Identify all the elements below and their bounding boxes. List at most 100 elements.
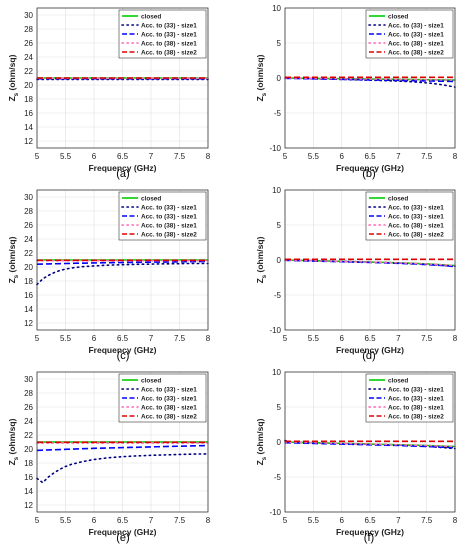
- x-tick-label: 6.5: [364, 152, 376, 161]
- y-label-unit: (ohm/sq): [255, 418, 265, 456]
- y-tick-label: 28: [24, 207, 33, 216]
- legend-label: Acc. to (33) - size1: [141, 396, 197, 403]
- chart-panel: 5 5.5 6 6.5 7 7.5 8 12 14 16 18 20 22 24 26 28 30 Frequen…: [7, 371, 211, 544]
- legend-label: Acc. to (33) - size1: [388, 396, 444, 403]
- chart-panel: 5 5.5 6 6.5 7 7.5 8 12 14 16 18 20 22 24 26 28 30 Frequen…: [7, 189, 211, 362]
- legend-label: Acc. to (38) - size1: [388, 223, 444, 230]
- y-tick-label: -10: [269, 508, 281, 517]
- x-tick-label: 8: [453, 334, 458, 343]
- chart-panel: 5 5.5 6 6.5 7 7.5 8 -10 -5 0 5 10 Frequency (GHz) Zs …: [255, 368, 458, 544]
- x-tick-label: 6.5: [364, 516, 376, 525]
- y-tick-label: 10: [272, 4, 281, 13]
- y-tick-label: 16: [24, 109, 33, 118]
- x-tick-label: 8: [453, 516, 458, 525]
- legend-label: Acc. to (33) - size1: [141, 214, 197, 221]
- y-label-main: Z: [7, 278, 17, 283]
- y-tick-label: 18: [24, 277, 33, 286]
- x-tick-label: 7: [396, 152, 401, 161]
- legend-label: closed: [141, 378, 161, 385]
- legend-label: Acc. to (38) - size2: [388, 232, 444, 239]
- y-tick-label: 22: [24, 431, 33, 440]
- y-tick-label: 20: [24, 81, 33, 90]
- legend: closed Acc. to (33) - size1 Acc. to (33) -…: [365, 9, 454, 59]
- y-label-subscript: s: [14, 92, 20, 96]
- y-tick-label: 30: [24, 193, 33, 202]
- legend: closed Acc. to (33) - size1 Acc. to (33) -…: [365, 191, 454, 241]
- series-line: [36, 260, 209, 265]
- x-tick-label: 6.5: [117, 152, 129, 161]
- y-tick-label: 16: [24, 291, 33, 300]
- x-tick-label: 6: [339, 516, 344, 525]
- x-tick-label: 5: [35, 334, 40, 343]
- x-axis-label: Frequency (GHz): [336, 345, 404, 355]
- series-line: [284, 77, 456, 83]
- x-tick-label: 6: [339, 152, 344, 161]
- x-tick-label: 5.5: [60, 516, 72, 525]
- axes-frame: [36, 189, 209, 331]
- series-line: [36, 453, 209, 484]
- y-tick-label: 5: [277, 39, 282, 48]
- x-tick-label: 7.5: [421, 152, 433, 161]
- chart-panel: 5 5.5 6 6.5 7 7.5 8 -10 -5 0 5 10 Frequency (GHz) Zs …: [255, 4, 458, 180]
- y-axis-label: Zs (ohm/sq): [7, 418, 20, 465]
- series-line: [284, 77, 456, 81]
- y-tick-label: 26: [24, 221, 33, 230]
- x-tick-label: 5: [283, 334, 288, 343]
- legend-label: Acc. to (38) - size1: [141, 223, 197, 230]
- y-tick-label: 24: [24, 235, 33, 244]
- panel-label: (e): [116, 532, 129, 544]
- y-label-unit: (ohm/sq): [255, 236, 265, 274]
- y-label-main: Z: [7, 460, 17, 465]
- y-axis-label: Zs (ohm/sq): [255, 236, 268, 283]
- y-tick-label: 28: [24, 389, 33, 398]
- legend: closed Acc. to (33) - size1 Acc. to (33) -…: [118, 373, 207, 423]
- y-label-main: Z: [255, 460, 265, 465]
- panel-label: (b): [362, 168, 375, 180]
- legend-label: closed: [388, 14, 408, 21]
- legend-label: Acc. to (33) - size1: [388, 23, 444, 30]
- y-tick-label: 5: [277, 221, 282, 230]
- x-tick-label: 5: [283, 516, 288, 525]
- y-label-main: Z: [255, 278, 265, 283]
- x-tick-label: 8: [206, 334, 211, 343]
- x-tick-label: 6.5: [117, 516, 129, 525]
- y-label-main: Z: [7, 96, 17, 101]
- x-tick-label: 6: [339, 334, 344, 343]
- legend-label: closed: [141, 196, 161, 203]
- x-axis-label: Frequency (GHz): [336, 527, 404, 537]
- x-tick-label: 5.5: [60, 152, 72, 161]
- y-tick-label: 10: [272, 186, 281, 195]
- y-tick-label: 20: [24, 445, 33, 454]
- x-tick-label: 7.5: [174, 152, 186, 161]
- x-tick-label: 7.5: [174, 334, 186, 343]
- y-tick-label: 22: [24, 249, 33, 258]
- legend-label: closed: [388, 196, 408, 203]
- chart-panel: 5 5.5 6 6.5 7 7.5 8 -10 -5 0 5 10 Frequency (GHz) Zs …: [255, 186, 458, 362]
- x-tick-label: 5: [35, 152, 40, 161]
- axes-frame: [284, 7, 456, 149]
- y-label-unit: (ohm/sq): [7, 418, 17, 456]
- y-tick-label: 18: [24, 95, 33, 104]
- y-tick-label: 30: [24, 11, 33, 20]
- y-tick-label: 24: [24, 417, 33, 426]
- legend-label: Acc. to (33) - size1: [141, 32, 197, 39]
- x-tick-label: 7.5: [174, 516, 186, 525]
- y-axis-label: Zs (ohm/sq): [255, 418, 268, 465]
- y-tick-label: 14: [24, 487, 33, 496]
- x-tick-label: 5.5: [60, 334, 72, 343]
- x-tick-label: 5: [283, 152, 288, 161]
- panel-label: (d): [362, 350, 375, 362]
- legend-label: Acc. to (38) - size1: [141, 405, 197, 412]
- y-tick-label: 12: [24, 501, 33, 510]
- x-axis-label: Frequency (GHz): [88, 345, 156, 355]
- x-tick-label: 7.5: [421, 334, 433, 343]
- y-axis-label: Zs (ohm/sq): [7, 236, 20, 283]
- legend-label: Acc. to (33) - size1: [141, 387, 197, 394]
- y-tick-label: 28: [24, 25, 33, 34]
- x-tick-label: 8: [206, 516, 211, 525]
- legend-label: Acc. to (38) - size1: [141, 41, 197, 48]
- series-line: [284, 259, 456, 267]
- y-tick-label: 12: [24, 137, 33, 146]
- legend: closed Acc. to (33) - size1 Acc. to (33) -…: [365, 373, 454, 423]
- x-tick-label: 7.5: [421, 516, 433, 525]
